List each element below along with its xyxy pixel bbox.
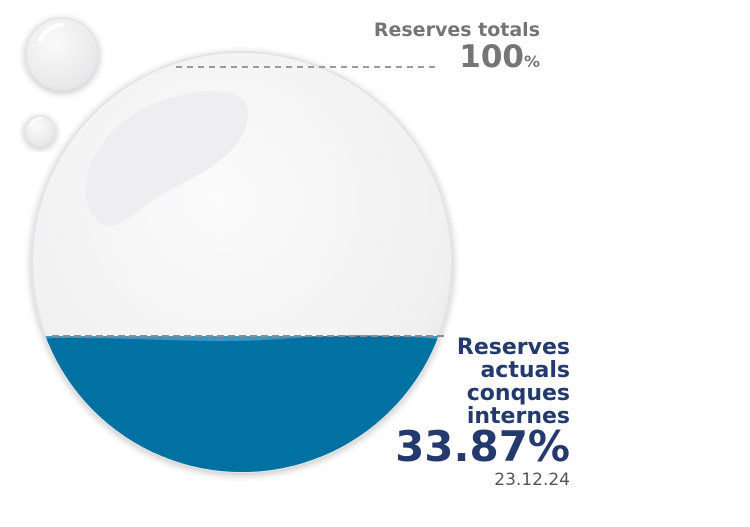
current-reserves-percentage: 33.87% xyxy=(395,422,570,471)
bubble-small xyxy=(24,115,56,147)
current-label-line: internes xyxy=(466,404,570,429)
bubble-large xyxy=(25,17,99,91)
current-label-line: Reserves xyxy=(456,335,570,360)
total-reserves-label: Reserves totals xyxy=(373,19,540,41)
drop-highlight xyxy=(85,91,249,227)
current-reserves-label: Reserves actuals conques internes xyxy=(370,336,570,428)
current-reserves-date: 23.12.24 xyxy=(494,470,570,490)
total-value-number: 100 xyxy=(459,39,524,75)
total-reserves-value: 100% xyxy=(459,40,540,79)
current-label-line: actuals xyxy=(480,358,570,383)
current-label-line: conques xyxy=(466,381,570,406)
total-value-unit: % xyxy=(523,52,540,71)
